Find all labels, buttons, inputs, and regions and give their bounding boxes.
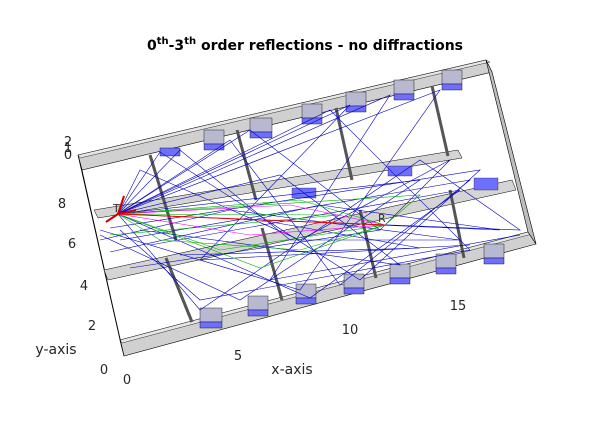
receiver-label: R — [378, 212, 386, 225]
window — [441, 83, 463, 91]
window — [435, 253, 457, 269]
rays-order-1 — [117, 204, 386, 236]
figure-title: 0th-3th order reflections - no diffracti… — [147, 36, 463, 54]
window — [389, 263, 411, 279]
x-tick: 5 — [234, 349, 242, 364]
window — [393, 93, 415, 101]
building-model — [77, 59, 537, 357]
window — [483, 257, 505, 265]
title-sup-1: th — [157, 36, 169, 47]
window — [393, 79, 415, 95]
partition-4 — [430, 85, 450, 157]
ray-paths — [99, 89, 522, 311]
receiver-marker: R — [378, 212, 386, 225]
corridor-panel — [473, 177, 499, 191]
partition-1 — [148, 154, 178, 241]
window — [389, 277, 411, 285]
window — [249, 117, 273, 133]
window — [249, 131, 273, 139]
y-axis-ticks: 0 2 4 6 8 — [58, 197, 108, 378]
z-tick: 0 — [64, 148, 72, 163]
window — [203, 143, 225, 151]
y-tick: 6 — [68, 237, 76, 252]
corridor-wall-lower — [103, 179, 517, 281]
rays-order-0 — [117, 213, 386, 226]
window — [343, 287, 365, 295]
partition-3b — [358, 209, 378, 279]
title-middle: -3 — [169, 38, 185, 54]
window — [441, 69, 463, 85]
x-axis-label: x-axis — [271, 362, 312, 378]
y-tick: 2 — [88, 319, 96, 334]
partition-1b — [164, 257, 194, 323]
wall-left-end — [77, 154, 125, 357]
y-tick: 8 — [58, 197, 66, 212]
window — [345, 91, 367, 107]
window — [483, 243, 505, 259]
window — [295, 297, 317, 305]
wall-top-outer — [77, 59, 493, 171]
window — [301, 103, 323, 119]
window — [435, 267, 457, 275]
z-tick: 1 — [64, 141, 72, 156]
wall-bottom-cap — [119, 231, 533, 344]
partition-2 — [235, 129, 258, 201]
x-tick: 10 — [342, 323, 359, 338]
top-windows — [159, 69, 463, 157]
window — [203, 129, 225, 145]
window — [247, 295, 269, 311]
partition-3 — [334, 107, 354, 181]
transmitter-label: T — [112, 202, 120, 215]
rays-order-2 — [109, 194, 421, 269]
y-tick: 4 — [80, 279, 88, 294]
rays-order-3 — [99, 89, 522, 311]
corridor-wall-upper — [93, 149, 463, 219]
wall-right-end — [485, 59, 537, 245]
window — [247, 309, 269, 317]
y-tick: 0 — [100, 363, 108, 378]
window — [301, 117, 323, 125]
wall-top-cap — [77, 59, 491, 159]
window — [199, 307, 223, 323]
title-suffix: order reflections - no diffractions — [196, 38, 463, 54]
z-axis-ticks: 0 1 2 — [64, 135, 72, 163]
x-tick: 15 — [450, 299, 467, 314]
corridor-panel — [387, 165, 413, 177]
window — [159, 147, 181, 157]
x-axis-ticks: 0 5 10 15 — [123, 299, 466, 388]
x-tick: 0 — [123, 373, 131, 388]
transmitter-marker: T — [105, 195, 137, 223]
title-sup-2: th — [184, 36, 196, 47]
title-prefix: 0 — [147, 38, 157, 54]
z-tick: 2 — [64, 135, 72, 150]
window — [199, 321, 223, 329]
y-axis-label: y-axis — [35, 342, 76, 358]
